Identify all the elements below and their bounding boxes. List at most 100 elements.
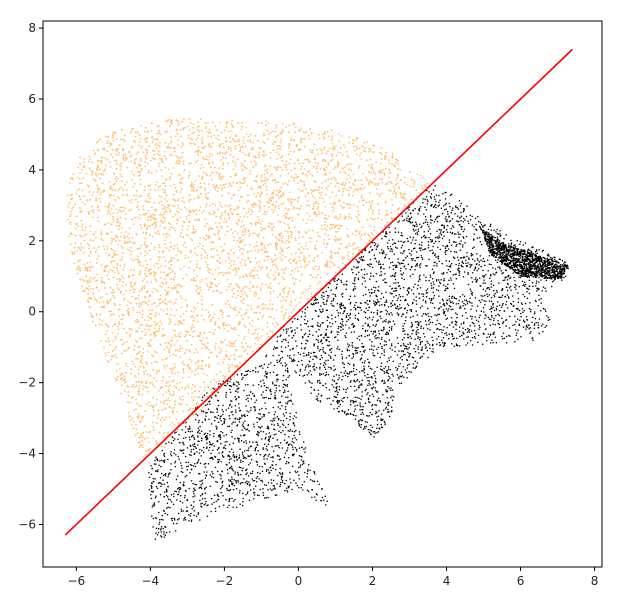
scatter-point xyxy=(213,247,216,250)
scatter-point xyxy=(384,158,387,161)
scatter-point xyxy=(412,356,415,359)
scatter-point xyxy=(104,270,107,273)
scatter-point xyxy=(123,298,126,301)
scatter-point xyxy=(450,317,453,319)
scatter-point xyxy=(218,173,221,176)
scatter-point xyxy=(121,128,123,131)
scatter-point xyxy=(141,337,143,339)
scatter-point xyxy=(83,161,85,164)
scatter-point xyxy=(123,375,126,378)
scatter-point xyxy=(220,341,223,344)
scatter-point xyxy=(276,268,279,271)
scatter-point xyxy=(406,219,408,222)
scatter-point xyxy=(330,129,333,132)
scatter-point xyxy=(381,345,383,348)
scatter-point xyxy=(109,344,112,346)
scatter-point xyxy=(218,346,220,349)
scatter-point xyxy=(474,316,476,318)
scatter-point xyxy=(343,284,345,286)
scatter-point xyxy=(325,262,328,265)
scatter-point xyxy=(249,305,252,307)
scatter-point xyxy=(166,206,168,209)
scatter-point xyxy=(228,256,230,259)
scatter-point xyxy=(190,189,193,192)
scatter-point xyxy=(216,249,219,252)
scatter-point xyxy=(144,130,146,133)
scatter-point xyxy=(165,416,167,418)
scatter-point xyxy=(128,249,131,252)
scatter-point xyxy=(414,242,416,245)
scatter-point xyxy=(335,390,338,392)
scatter-point xyxy=(380,178,383,181)
scatter-point xyxy=(361,354,363,356)
scatter-point xyxy=(160,308,163,311)
scatter-point xyxy=(302,259,305,261)
scatter-point xyxy=(280,132,283,135)
scatter-point xyxy=(124,183,126,186)
scatter-point xyxy=(441,342,444,344)
scatter-point xyxy=(224,204,227,207)
scatter-point xyxy=(316,324,319,327)
scatter-point xyxy=(179,191,182,193)
scatter-point xyxy=(208,155,211,158)
scatter-point xyxy=(274,254,276,257)
scatter-point xyxy=(163,220,166,223)
scatter-point xyxy=(353,189,356,191)
scatter-point xyxy=(410,266,413,269)
scatter-point xyxy=(164,289,167,291)
scatter-point xyxy=(326,260,329,262)
scatter-point xyxy=(280,311,283,313)
scatter-point xyxy=(282,329,285,331)
scatter-point xyxy=(96,184,99,187)
scatter-point xyxy=(315,167,318,170)
scatter-point xyxy=(263,245,266,247)
scatter-point xyxy=(358,422,360,425)
scatter-point xyxy=(129,132,132,135)
scatter-point xyxy=(299,252,302,255)
scatter-point xyxy=(446,211,449,213)
scatter-point xyxy=(313,368,315,370)
scatter-point xyxy=(199,280,202,283)
scatter-point xyxy=(496,291,498,294)
scatter-point xyxy=(125,371,127,374)
scatter-point xyxy=(156,138,159,141)
scatter-point xyxy=(293,123,296,126)
scatter-point xyxy=(164,260,167,262)
scatter-point xyxy=(169,384,171,387)
scatter-point xyxy=(161,328,164,331)
scatter-point xyxy=(349,176,352,179)
scatter-point xyxy=(188,171,191,174)
scatter-point xyxy=(390,181,392,184)
scatter-point xyxy=(180,188,183,191)
scatter-point xyxy=(179,381,181,384)
scatter-point xyxy=(224,218,226,220)
scatter-point xyxy=(169,147,172,149)
scatter-point xyxy=(169,405,172,408)
scatter-point xyxy=(396,373,399,376)
scatter-point xyxy=(397,212,400,215)
scatter-point xyxy=(192,279,195,282)
scatter-point xyxy=(89,297,92,299)
scatter-point xyxy=(199,267,202,270)
scatter-point xyxy=(157,266,160,269)
scatter-point xyxy=(283,269,286,272)
scatter-point xyxy=(229,345,232,347)
scatter-point xyxy=(271,130,274,133)
scatter-point xyxy=(488,318,491,320)
scatter-point xyxy=(77,225,79,228)
scatter-point xyxy=(137,151,140,154)
scatter-point xyxy=(132,309,135,311)
scatter-point xyxy=(175,287,178,289)
scatter-point xyxy=(340,183,343,186)
scatter-point xyxy=(186,304,189,306)
scatter-point xyxy=(193,330,196,333)
scatter-point xyxy=(137,255,139,258)
scatter-point xyxy=(115,379,117,382)
scatter-point xyxy=(376,320,378,322)
scatter-point xyxy=(394,346,396,348)
scatter-point xyxy=(287,131,290,134)
scatter-point xyxy=(319,374,321,376)
scatter-point xyxy=(165,247,168,249)
scatter-point xyxy=(471,258,474,261)
